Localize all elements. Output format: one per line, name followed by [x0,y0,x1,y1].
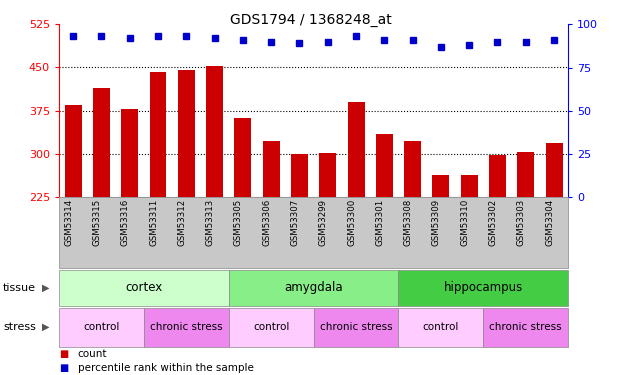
Bar [234,118,252,197]
Text: GSM53308: GSM53308 [404,199,412,246]
Text: GSM53309: GSM53309 [432,199,441,246]
Bar [546,143,563,197]
Text: GSM53307: GSM53307 [291,199,299,246]
Bar [178,70,195,197]
Bar [291,154,308,197]
Bar [404,141,421,197]
Text: ■: ■ [59,363,68,373]
Bar [319,153,336,197]
Bar [150,72,166,197]
Text: GSM53311: GSM53311 [149,199,158,246]
Text: GSM53304: GSM53304 [545,199,554,246]
Bar [206,66,223,197]
Bar [65,105,81,197]
Text: tissue: tissue [3,283,36,293]
Text: stress: stress [3,322,36,332]
Text: percentile rank within the sample: percentile rank within the sample [78,363,253,373]
Text: GDS1794 / 1368248_at: GDS1794 / 1368248_at [230,13,391,27]
Bar [432,175,450,197]
Text: GSM53303: GSM53303 [517,199,526,246]
Text: GSM53313: GSM53313 [206,199,215,246]
Bar [489,155,506,197]
Bar [348,102,365,197]
Text: hippocampus: hippocampus [444,281,523,294]
Text: GSM53310: GSM53310 [460,199,469,246]
Text: GSM53315: GSM53315 [93,199,101,246]
Text: chronic stress: chronic stress [150,322,222,332]
Bar [461,175,478,197]
Text: control: control [83,322,120,332]
Text: control: control [253,322,289,332]
Text: GSM53300: GSM53300 [347,199,356,246]
Text: cortex: cortex [125,281,163,294]
Bar [121,109,138,197]
Text: GSM53306: GSM53306 [262,199,271,246]
Text: GSM53299: GSM53299 [319,199,328,246]
Text: count: count [78,350,107,359]
Text: chronic stress: chronic stress [320,322,392,332]
Text: GSM53301: GSM53301 [375,199,384,246]
Bar [93,88,110,197]
Bar [376,134,393,197]
Text: ▶: ▶ [42,322,49,332]
Text: ▶: ▶ [42,283,49,293]
Text: GSM53314: GSM53314 [64,199,73,246]
Text: GSM53302: GSM53302 [489,199,497,246]
Text: chronic stress: chronic stress [489,322,562,332]
Text: ■: ■ [59,350,68,359]
Text: amygdala: amygdala [284,281,343,294]
Text: GSM53312: GSM53312 [178,199,186,246]
Text: control: control [423,322,459,332]
Bar [517,152,534,197]
Bar [263,141,279,197]
Text: GSM53305: GSM53305 [234,199,243,246]
Text: GSM53316: GSM53316 [120,199,130,246]
